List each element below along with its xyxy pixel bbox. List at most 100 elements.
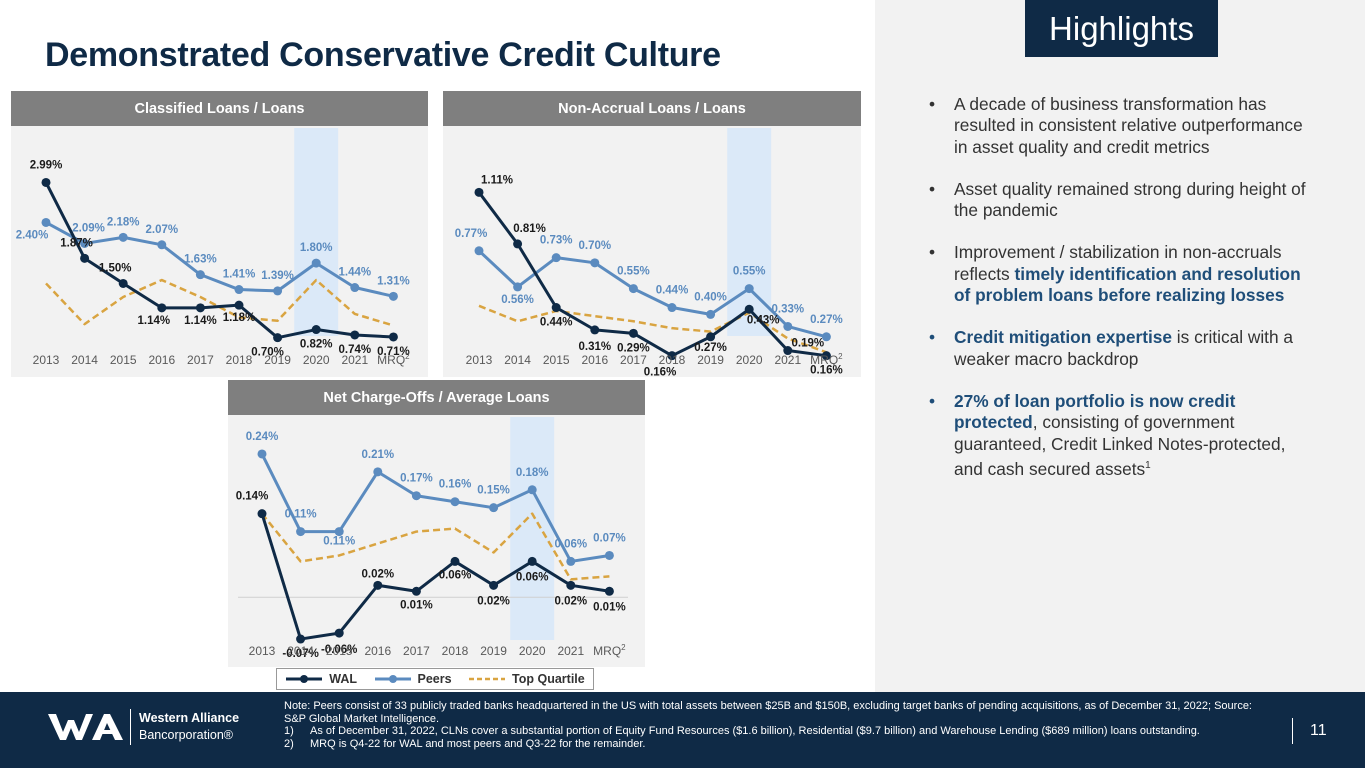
peers-data-label: 0.55% [733,266,766,278]
legend-wal-swatch [286,675,323,683]
wal-point [474,187,484,197]
peers-point [667,303,677,313]
peers-point [706,309,716,319]
peers-point [527,485,537,495]
peers-point [489,503,499,513]
peers-point [744,284,754,294]
wal-point [667,351,677,361]
peers-data-label: 2.18% [107,216,140,228]
peers-point [566,556,576,566]
peers-data-label: 0.21% [361,449,394,461]
wal-point [350,330,360,340]
wal-data-label: 2.99% [30,159,63,171]
top-quartile-line [478,304,827,354]
wal-data-label: 0.19% [791,338,824,350]
peers-data-label: 1.39% [261,270,294,282]
wal-point [744,304,754,314]
x-tick-label: 2018 [659,353,686,367]
peers-data-label: 0.77% [455,228,488,240]
footnote-1: 1) As of December 31, 2022, CLNs cover a … [284,725,1200,737]
peers-data-label: 0.33% [771,303,804,315]
peers-line [477,249,827,339]
peers-data-label: 0.11% [323,536,355,548]
wal-point [257,509,267,519]
classified-loans-plot: 2.40% 2.09%2.18% 2.07% 1.63% 1.41% 1.39% 1.80%… [16,128,410,367]
wal-data-label: 0.16% [810,365,843,377]
non-accrual-loans-plot: 0.77% 0.56% 0.73% 0.70% 0.55% 0.44% 0.40% 0.55%… [455,128,843,379]
peers-data-label: 0.07% [593,532,626,544]
highlights-list: A decade of business transformation has … [929,94,1309,501]
peers-line [260,453,610,563]
wal-line [44,181,394,340]
legend-peers: Peers [374,672,452,686]
wal-data-label: 1.18% [223,312,256,324]
footnotes: Note: Peers consist of 33 publicly trade… [284,700,1274,750]
peers-data-label: 0.11% [285,509,317,521]
peers-data-label: 2.07% [145,224,178,236]
peers-data-label: 0.55% [617,266,650,278]
bullet-2: Asset quality remained strong during hei… [929,179,1309,222]
x-tick-label: 2015 [326,644,353,658]
peers-data-label: 0.27% [810,314,843,326]
wal-line [477,191,827,358]
x-tick-label: 2019 [697,353,724,367]
wal-point [41,177,51,187]
wal-point [311,325,321,335]
peers-point [450,497,460,507]
peers-data-label: 0.17% [400,473,433,485]
chart-legend: WAL Peers Top Quartile [276,668,594,690]
peers-point [551,253,561,263]
wal-data-label: -0.07% [282,648,318,660]
legend-top-quartile: Top Quartile [468,672,585,686]
peers-point [821,332,831,342]
x-tick-label: 2013 [33,353,60,367]
peers-point [195,270,205,280]
net-charge-offs-chart: Net Charge-Offs / Average Loans 0.24% 0.1… [228,380,645,667]
wal-point [388,332,398,342]
wal-data-label: 1.11% [481,174,513,186]
peers-point [604,550,614,560]
wal-data-label: 0.14% [236,491,269,503]
bullet-3: Improvement / stabilization in non-accru… [929,242,1309,306]
peers-point [296,527,306,537]
non-accrual-loans-chart: Non-Accrual Loans / Loans 0.77% 0.56% 0.73… [443,91,861,379]
x-tick-label: 2018 [226,353,253,367]
wal-data-label: 0.31% [578,341,611,353]
wal-data-label: 0.44% [540,317,573,329]
wal-data-label: 0.29% [617,342,650,354]
highlights-heading: Highlights [1025,0,1218,57]
footer: Western Alliance Bancorporation® Note: P… [0,692,1365,768]
wal-point [334,628,344,638]
wal-data-label: 0.02% [477,595,510,607]
wal-data-label: 0.06% [516,571,549,583]
x-tick-label: 2015 [110,353,137,367]
peers-point [257,449,267,459]
peers-data-label: 0.70% [578,240,611,252]
peers-data-label: 0.16% [439,479,472,491]
footnote-2: 2) MRQ is Q4-22 for WAL and most peers an… [284,737,646,750]
highlight-band [294,128,339,336]
chart-title: Non-Accrual Loans / Loans [443,91,861,126]
peers-point [41,217,51,227]
wal-point [373,580,383,590]
peers-data-label: 2.09% [72,222,105,234]
wal-data-label: 1.50% [99,262,132,274]
chart-title: Net Charge-Offs / Average Loans [228,380,645,415]
company-logo: Western Alliance Bancorporation® [48,709,239,745]
peers-point [350,283,360,293]
x-tick-label: 2016 [581,353,608,367]
peers-point [513,282,523,292]
peers-point [273,286,283,296]
logo-divider [130,709,131,745]
wal-point [821,351,831,361]
peers-point [234,285,244,295]
wal-point [783,346,793,356]
net-charge-offs-plot: 0.24% 0.11% 0.11% 0.21% 0.17% 0.16% 0.15% 0.18%… [236,417,628,660]
wal-point [234,300,244,310]
peers-data-label: 0.06% [554,538,587,550]
wal-data-label: 0.16% [644,367,677,379]
x-tick-label: 2021 [774,353,801,367]
peers-data-label: 0.73% [540,235,573,247]
wal-point [551,303,561,313]
wal-data-label: 0.43% [747,314,780,326]
